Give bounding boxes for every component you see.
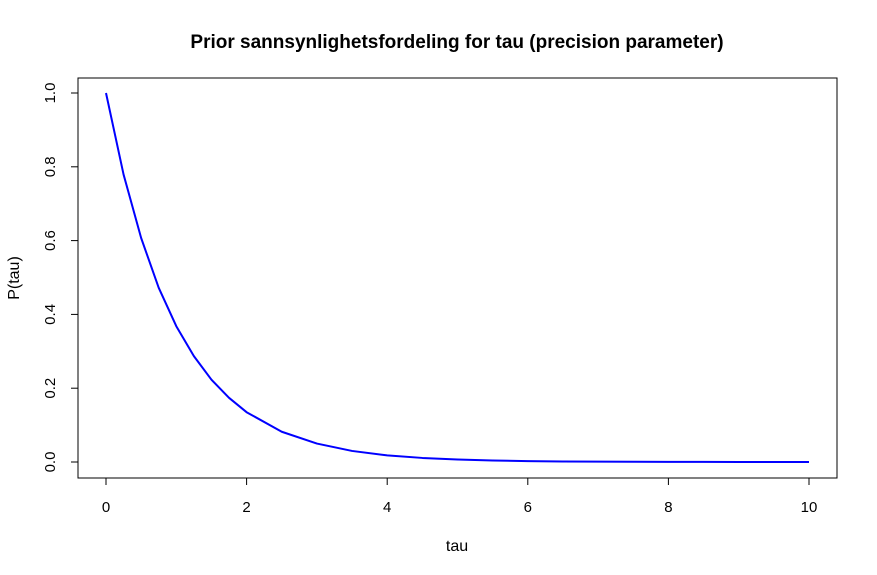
plot-frame	[77, 77, 838, 479]
x-axis: 0 2 4 6 8 10	[102, 477, 818, 516]
y-tick-label: 0.6	[42, 230, 59, 251]
y-axis-label: P(tau)	[6, 256, 23, 300]
y-tick-label: 0.0	[42, 452, 59, 473]
y-axis: 0.0 0.2 0.4 0.6 0.8 1.0	[42, 83, 79, 473]
series-line-0	[105, 92, 810, 463]
x-tick-label: 10	[801, 499, 818, 516]
y-tick-label: 0.8	[42, 156, 59, 177]
y-tick-label: 0.2	[42, 378, 59, 399]
chart-title: Prior sannsynlighetsfordeling for tau (p…	[190, 32, 723, 53]
x-axis-label: tau	[446, 538, 468, 555]
x-tick-label: 0	[102, 499, 110, 516]
y-tick-label: 0.4	[42, 304, 59, 325]
x-tick-label: 6	[524, 499, 532, 516]
x-tick-label: 2	[242, 499, 250, 516]
x-tick-label: 4	[383, 499, 391, 516]
x-tick-label: 8	[664, 499, 672, 516]
y-tick-label: 1.0	[42, 83, 59, 104]
series-layer	[105, 92, 810, 463]
